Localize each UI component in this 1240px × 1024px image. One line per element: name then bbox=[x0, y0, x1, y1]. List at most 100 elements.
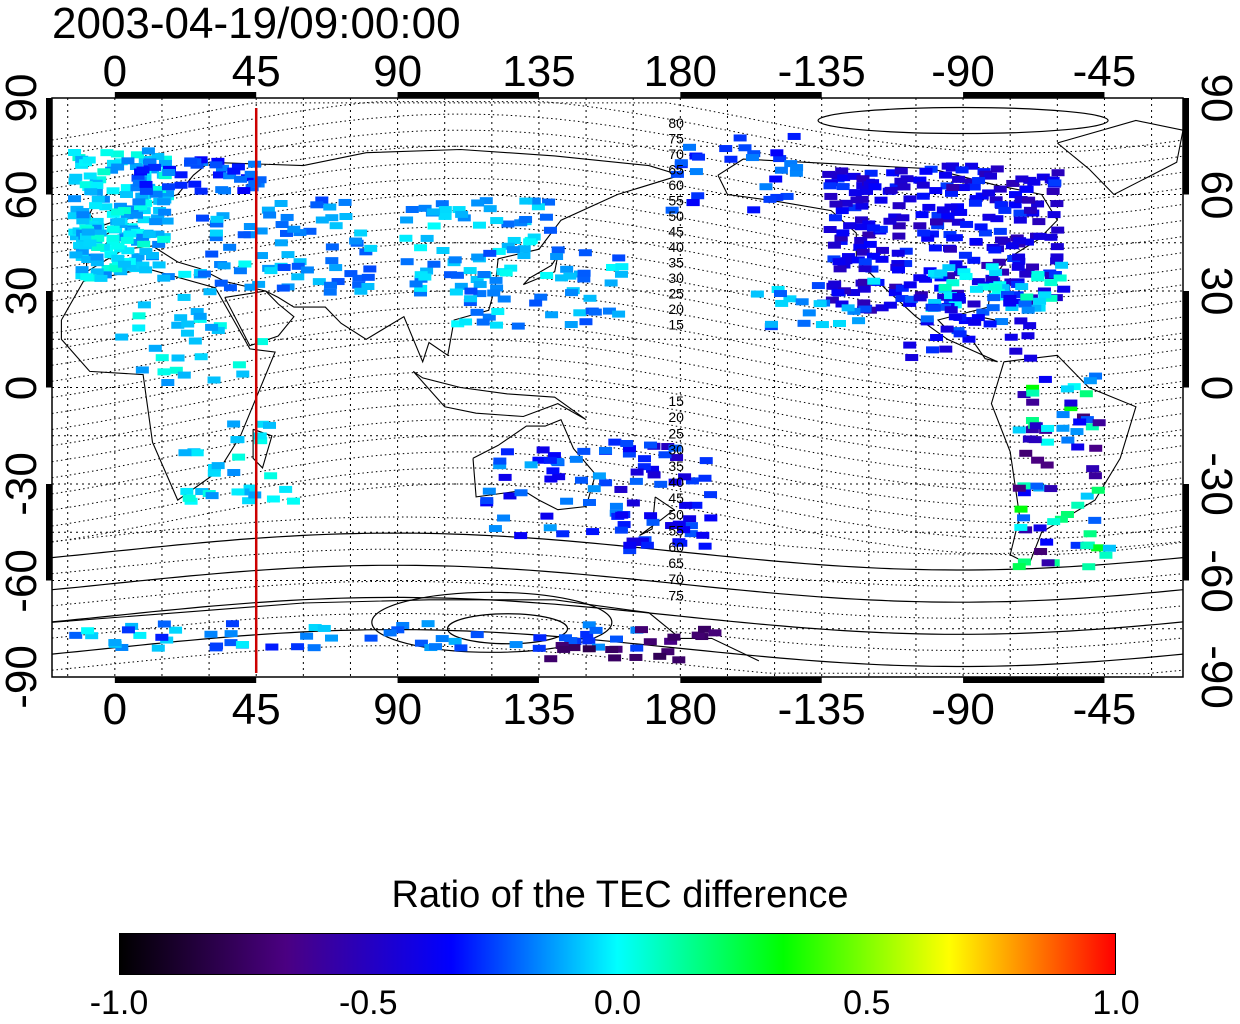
tec-data-point bbox=[108, 639, 122, 647]
tec-data-point bbox=[589, 626, 603, 634]
south-pole-contour bbox=[446, 613, 569, 645]
tec-data-point bbox=[470, 308, 484, 316]
tec-data-point bbox=[984, 172, 998, 180]
tec-data-point bbox=[291, 262, 305, 270]
tec-data-point bbox=[429, 643, 443, 651]
tec-data-point bbox=[962, 335, 976, 343]
tec-data-point bbox=[668, 478, 682, 486]
tec-data-point bbox=[1050, 253, 1064, 261]
tec-data-point bbox=[1008, 201, 1022, 209]
tec-data-point bbox=[988, 246, 1002, 254]
tec-data-point bbox=[622, 445, 636, 453]
tec-data-point bbox=[1004, 333, 1018, 341]
tec-data-point bbox=[427, 260, 441, 268]
tec-data-point bbox=[854, 223, 868, 231]
contour-label: 25 bbox=[668, 286, 684, 302]
tec-data-point bbox=[1044, 233, 1058, 241]
contour-label: 70 bbox=[668, 571, 684, 587]
tec-data-point bbox=[903, 299, 917, 307]
tec-data-point bbox=[497, 514, 511, 522]
tec-data-point bbox=[551, 246, 565, 254]
tec-data-point bbox=[277, 264, 291, 272]
tec-data-point bbox=[121, 626, 135, 634]
right-axis-tick-label: 30 bbox=[1192, 266, 1240, 316]
tec-data-point bbox=[827, 241, 841, 249]
tec-data-point bbox=[210, 642, 224, 650]
tec-data-point bbox=[194, 187, 208, 195]
tec-data-point bbox=[1030, 482, 1044, 490]
tec-data-point bbox=[591, 643, 605, 651]
tec-data-point bbox=[539, 213, 553, 221]
tec-data-point bbox=[85, 632, 99, 640]
tec-data-point bbox=[944, 203, 958, 211]
tec-data-point bbox=[82, 156, 96, 164]
tec-data-point bbox=[275, 221, 289, 229]
colorbar-title: Ratio of the TEC difference bbox=[391, 874, 849, 916]
tec-data-point bbox=[629, 477, 643, 485]
tec-data-point bbox=[787, 132, 801, 140]
tec-data-point bbox=[1088, 516, 1102, 524]
tec-data-point bbox=[300, 266, 314, 274]
tec-data-point bbox=[646, 465, 660, 473]
tec-data-point bbox=[1012, 253, 1026, 261]
tec-data-point bbox=[205, 250, 219, 258]
tec-data-point bbox=[195, 488, 209, 496]
tec-data-point bbox=[939, 171, 953, 179]
left-axis-tick-label: 0 bbox=[0, 375, 46, 400]
tec-data-point bbox=[1047, 211, 1061, 219]
bottom-axis-tick-label: 135 bbox=[502, 685, 576, 734]
tec-data-point bbox=[533, 634, 547, 642]
tec-data-point bbox=[622, 450, 636, 458]
tec-data-point bbox=[674, 159, 688, 167]
frame-tick-bar bbox=[680, 677, 822, 683]
tec-data-point bbox=[1010, 291, 1024, 299]
tec-data-point bbox=[105, 166, 119, 174]
tec-data-point bbox=[598, 446, 612, 454]
tec-data-point bbox=[683, 143, 697, 151]
tec-data-point bbox=[329, 264, 343, 272]
tec-data-point bbox=[948, 313, 962, 321]
tec-data-point bbox=[448, 256, 462, 264]
tec-data-point bbox=[750, 290, 764, 298]
tec-data-point bbox=[667, 633, 681, 641]
tec-data-point bbox=[943, 292, 957, 300]
tec-data-point bbox=[1031, 200, 1045, 208]
tec-data-point bbox=[850, 196, 864, 204]
tec-data-point bbox=[704, 491, 718, 499]
tec-data-point bbox=[498, 473, 512, 481]
tec-data-point bbox=[733, 134, 747, 142]
tec-data-point bbox=[895, 295, 909, 303]
tec-data-point bbox=[1055, 261, 1069, 269]
tec-data-point bbox=[971, 278, 985, 286]
tec-data-point bbox=[209, 234, 223, 242]
tec-data-point bbox=[1017, 391, 1031, 399]
tec-data-point bbox=[1047, 518, 1061, 526]
tec-data-point bbox=[204, 630, 218, 638]
tec-data-point bbox=[614, 526, 628, 534]
tec-data-point bbox=[151, 152, 165, 160]
tec-data-point bbox=[1088, 472, 1102, 480]
tec-data-point bbox=[291, 643, 305, 651]
tec-data-point bbox=[929, 187, 943, 195]
tec-data-point bbox=[1070, 541, 1084, 549]
tec-data-point bbox=[274, 239, 288, 247]
tec-data-point bbox=[303, 227, 317, 235]
tec-data-point bbox=[310, 201, 324, 209]
tec-data-point bbox=[400, 216, 414, 224]
right-axis-tick-label: -60 bbox=[1192, 548, 1240, 613]
tec-data-point bbox=[244, 283, 258, 291]
tec-data-point bbox=[325, 257, 339, 265]
tec-data-point bbox=[497, 295, 511, 303]
tec-data-point bbox=[580, 630, 594, 638]
tec-data-point bbox=[1014, 523, 1028, 531]
tec-data-point bbox=[524, 461, 538, 469]
tec-data-point bbox=[582, 637, 596, 645]
tec-data-point bbox=[689, 501, 703, 509]
tec-data-point bbox=[857, 285, 871, 293]
tec-data-point bbox=[532, 456, 546, 464]
magnetic-contour bbox=[51, 102, 1184, 154]
tec-data-point bbox=[1064, 399, 1078, 407]
tec-data-point bbox=[841, 253, 855, 261]
tec-data-point bbox=[569, 455, 583, 463]
tec-data-point bbox=[243, 223, 257, 231]
